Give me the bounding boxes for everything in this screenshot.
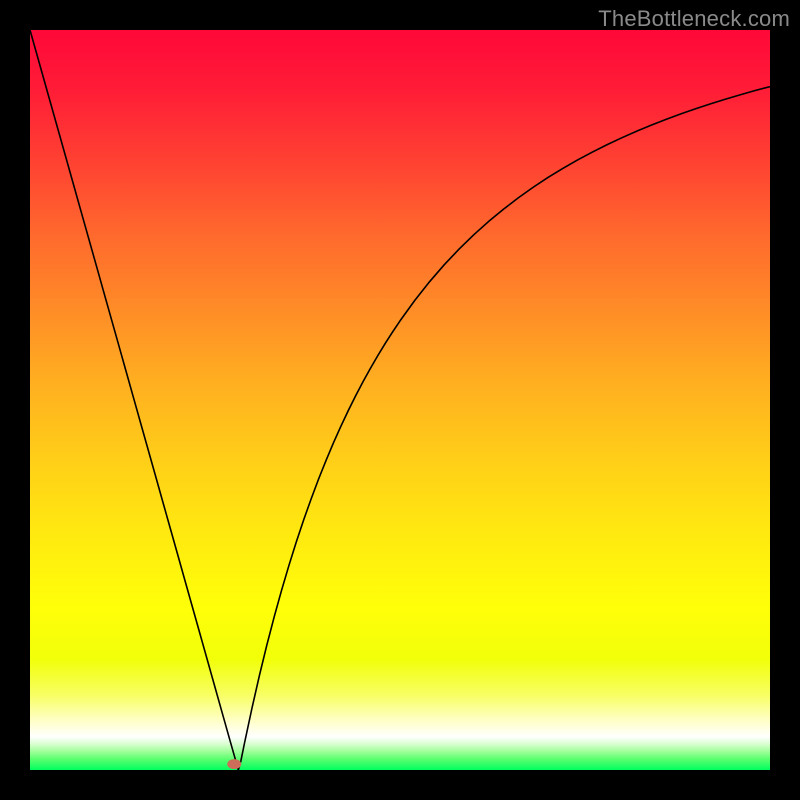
plot-area (30, 30, 770, 770)
watermark-text: TheBottleneck.com (598, 6, 790, 32)
gradient-background (30, 30, 770, 770)
min-point-marker (227, 759, 241, 769)
chart-frame: TheBottleneck.com (0, 0, 800, 800)
